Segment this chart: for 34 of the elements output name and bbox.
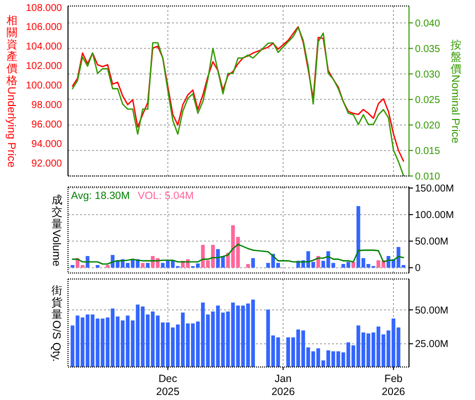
y2-tick-label: 0.020 [415, 120, 440, 132]
y2-tick-label: 0.015 [415, 146, 440, 157]
bar [106, 265, 110, 268]
bar [246, 264, 250, 268]
x-tick-label: Feb 2026 [382, 373, 406, 398]
y-tick-label: 108.000 [26, 2, 62, 14]
y2-tick-label: 0.030 [415, 69, 440, 80]
y2-tick-label: 0.035 [415, 44, 440, 55]
x-tick-label: Jan 2026 [271, 373, 295, 398]
y-tick-label: 96.000 [31, 120, 62, 131]
y2-tick-label: 0.025 [415, 94, 440, 106]
y-tick-label: 94.000 [31, 139, 62, 150]
y-tick-label: 106.000 [26, 22, 62, 34]
y2-tick-label: 0.040 [415, 18, 440, 30]
y-tick-label: 0 [415, 263, 421, 274]
bar [96, 265, 100, 268]
y-axis-title: 街貨量O/S Qty. [50, 284, 62, 362]
y-tick-label: 150.00M [415, 184, 454, 195]
y-tick-label: 102.000 [26, 61, 62, 72]
y-tick-label: 50.00M [415, 305, 448, 316]
y-tick-label: 92.000 [31, 158, 62, 170]
y-tick-label: 104.000 [26, 42, 62, 53]
y-tick-label: 98.000 [31, 100, 62, 112]
y-tick-label: 100.00M [415, 210, 454, 222]
text: Avg: 18.30M [71, 190, 130, 202]
y-tick-label: 100.000 [26, 80, 62, 92]
bar [251, 258, 255, 268]
x-tick-label: Dec 2025 [156, 373, 180, 398]
y-tick-label: 25.00M [415, 339, 448, 350]
bar [70, 265, 74, 268]
annotation: VOL: 5.04M [138, 190, 194, 202]
line-series [72, 244, 404, 265]
y2-tick-label: 0.010 [415, 172, 440, 182]
y-tick-label: 50.00M [415, 236, 448, 248]
